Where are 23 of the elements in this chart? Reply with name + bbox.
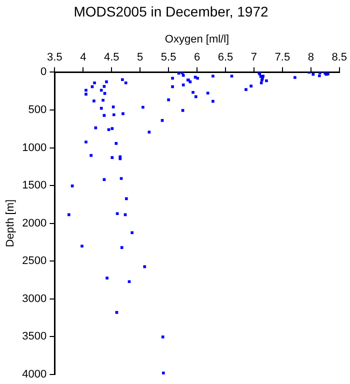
x-axis-title: Oxygen [ml/l] [164,33,230,46]
x-tick-label: 4 [80,52,86,64]
x-tick-label: 6.5 [218,52,234,64]
x-tick-label: 7 [250,52,258,64]
y-tick-label: 1000 [22,142,47,154]
x-tick-label: 8.5 [332,52,348,64]
x-tick-label: 4.5 [104,52,120,64]
x-tick-label: 8 [308,52,314,64]
y-tick-label: 2500 [22,255,47,268]
chart-title: MODS2005 in December, 1972 [74,3,268,20]
y-tick-label: 500 [28,104,47,116]
x-tick-label: 6 [194,52,200,64]
x-tick-label: 3.5 [47,52,62,64]
x-tick-label: 5 [137,52,144,64]
y-tick-label: 0 [40,66,47,78]
x-tick-label: 7.5 [274,52,290,64]
y-tick-label: 1500 [22,180,47,192]
y-tick-label: 4000 [22,368,47,380]
y-tick-label: 3500 [22,330,47,343]
y-tick-label: 3000 [22,292,47,305]
y-axis-title: Depth [m] [4,199,17,248]
x-tick-label: 5.5 [160,52,176,64]
y-tick-label: 2000 [22,217,47,230]
